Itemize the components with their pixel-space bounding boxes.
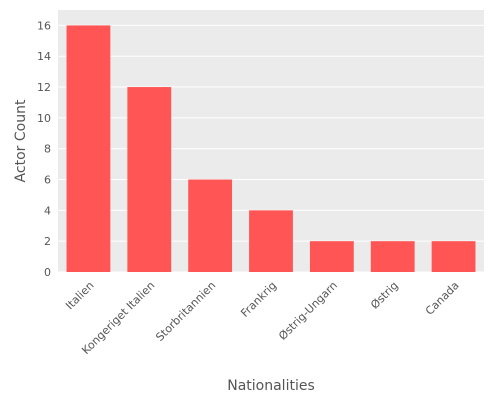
x-tick-label: Østrig [368,279,401,312]
x-tick-label: Frankrig [238,279,279,320]
bar-5 [370,241,415,272]
y-tick-label: 4 [44,204,51,217]
y-tick-label: 14 [37,50,51,63]
bar-6 [431,241,476,272]
y-tick-label: 16 [37,19,51,32]
y-tick-label: 12 [37,81,51,94]
bar-4 [309,241,354,272]
y-tick-label: 2 [44,235,51,248]
y-tick-labels: 0 2 4 6 8 10 12 14 16 [37,19,51,279]
bar-2 [188,179,233,272]
x-tick-label: Østrig-Ungarn [276,279,340,343]
y-tick-label: 0 [44,266,51,279]
bar-0 [66,25,111,273]
x-axis-label: Nationalities [227,378,315,394]
y-tick-label: 10 [37,112,51,125]
y-tick-label: 6 [44,174,51,187]
x-tick-label: Italien [63,279,96,312]
x-tick-label: Storbritannien [153,279,218,344]
bar-3 [249,210,293,272]
bars [66,25,476,273]
x-tick-label: Canada [423,279,462,318]
bar-1 [127,87,172,272]
y-tick-label: 8 [44,143,51,156]
y-axis-label: Actor Count [13,99,29,182]
